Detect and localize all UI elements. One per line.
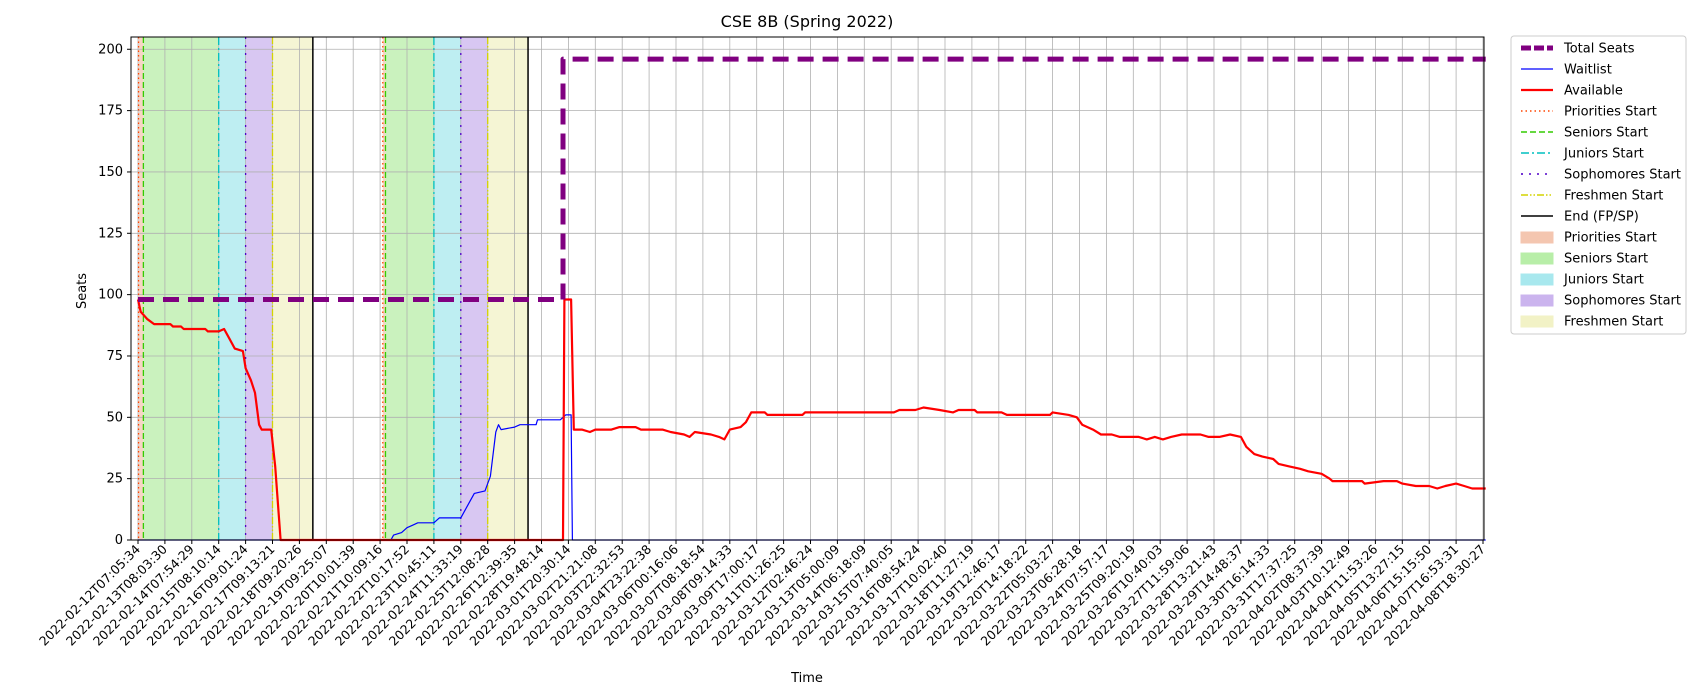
y-tick-label: 100 [98,288,123,303]
series-available [136,298,1486,542]
region-layer [138,37,529,540]
legend-label-seniors-start: Seniors Start [1564,126,1648,141]
legend-label-juniors-start: Juniors Start [1563,273,1644,288]
region-priorities-start [382,37,386,540]
x-tick-layer: 2022-02-12T07:05:342022-02-13T08:03:3020… [36,540,1488,649]
marker-layer [137,37,529,540]
legend-label-sophomores-start: Sophomores Start [1564,168,1681,183]
legend-label-freshmen-start: Freshmen Start [1564,315,1663,330]
region-sophomores-start [460,37,488,540]
series-layer [136,56,1486,542]
legend-swatch-seniors-start [1520,252,1554,265]
region-juniors-start [218,37,246,540]
series-waitlist [138,414,1486,541]
plot-frame [130,36,1485,541]
legend-box [1510,35,1687,335]
region-juniors-start [433,37,461,540]
legend-label-available: Available [1564,84,1623,99]
legend-swatch-juniors-start [1520,273,1554,286]
region-freshmen-start [272,37,313,540]
legend-label-end-fp-sp: End (FP/SP) [1564,210,1639,225]
legend-label-waitlist: Waitlist [1564,63,1612,78]
y-tick-label: 175 [98,104,123,119]
y-tick-layer: 0 25 50 75 100 125 150 175 200 [98,42,131,548]
chart-title: CSE 8B (Spring 2022) [721,12,894,31]
y-tick-label: 50 [106,410,123,425]
legend-swatch-freshmen-start [1520,315,1554,328]
legend-swatch-sophomores-start [1520,294,1554,307]
region-sophomores-start [245,37,273,540]
legend-label-total-seats: Total Seats [1563,42,1635,57]
y-tick-label: 200 [98,42,123,57]
x-axis-label: Time [790,671,823,686]
legend-label-juniors-start: Juniors Start [1563,147,1644,162]
y-tick-label: 150 [98,165,123,180]
series-total-seats [138,56,1486,302]
region-seniors-start [385,37,434,540]
y-axis-label: Seats [75,273,90,309]
legend-label-seniors-start: Seniors Start [1564,252,1648,267]
legend-label-priorities-start: Priorities Start [1564,231,1657,246]
legend-label-freshmen-start: Freshmen Start [1564,189,1663,204]
legend-swatch-priorities-start [1520,231,1554,244]
legend: Total Seats Waitlist Available Priorities S… [1510,35,1687,335]
legend-label-priorities-start: Priorities Start [1564,105,1657,120]
region-priorities-start [138,37,144,540]
y-tick-label: 125 [98,226,123,241]
region-freshmen-start [487,37,529,540]
y-tick-label: 75 [106,349,123,364]
legend-label-sophomores-start: Sophomores Start [1564,294,1681,309]
y-tick-label: 0 [115,533,123,548]
region-seniors-start [143,37,219,540]
y-tick-label: 25 [106,472,123,487]
